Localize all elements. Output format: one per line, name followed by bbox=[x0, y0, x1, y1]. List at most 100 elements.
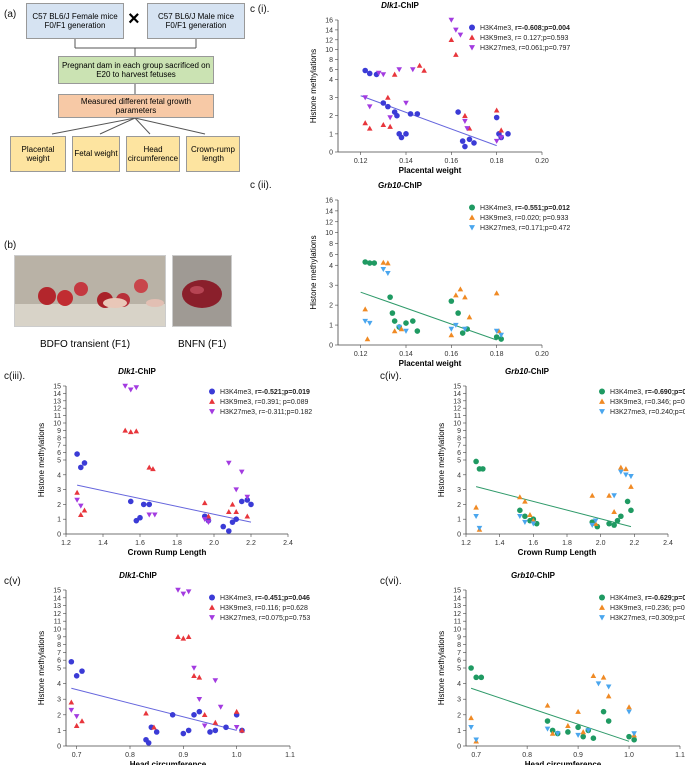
data-point bbox=[493, 328, 500, 334]
data-point bbox=[152, 512, 158, 518]
y-axis-label: Histone methylations bbox=[37, 631, 46, 705]
y-tick-label: 16 bbox=[325, 18, 333, 25]
data-point bbox=[464, 126, 470, 132]
data-point bbox=[151, 724, 157, 730]
chart-cvi: c(vi).Grb10-ChIP01234567891011121314150.… bbox=[380, 571, 685, 765]
data-point bbox=[459, 330, 466, 336]
y-tick-label: 14 bbox=[53, 595, 61, 602]
data-point bbox=[201, 516, 208, 522]
data-point bbox=[366, 125, 373, 131]
panel-label: c(vi). bbox=[380, 576, 402, 587]
data-point bbox=[466, 136, 473, 143]
y-tick-label: 3 bbox=[457, 487, 461, 494]
y-tick-label: 4 bbox=[457, 472, 461, 479]
data-point bbox=[605, 684, 612, 690]
y-tick-label: 4 bbox=[457, 681, 461, 688]
data-point bbox=[196, 696, 203, 702]
data-point bbox=[517, 507, 523, 514]
data-point bbox=[122, 383, 128, 389]
data-point bbox=[457, 286, 464, 292]
legend-entry: H3K4me3, r=-0.629;p=0.003 bbox=[610, 595, 685, 602]
y-tick-label: 2 bbox=[329, 303, 333, 310]
data-point bbox=[544, 718, 551, 724]
y-tick-label: 11 bbox=[454, 413, 461, 420]
param-crown-rump-length: Crown-rump length bbox=[186, 136, 240, 172]
legend-entry: H3K9me3, r=0.116; p=0.628 bbox=[220, 605, 308, 612]
y-tick-label: 11 bbox=[54, 619, 61, 626]
chart-title: Grb10-ChIP bbox=[511, 571, 556, 580]
y-tick-label: 8 bbox=[329, 57, 333, 64]
y-tick-label: 1 bbox=[457, 728, 461, 735]
data-point bbox=[226, 528, 232, 534]
data-point bbox=[212, 727, 219, 734]
y-tick-label: 7 bbox=[57, 443, 61, 450]
y-tick-label: 3 bbox=[57, 697, 61, 704]
schematic-arrows bbox=[51, 39, 206, 135]
legend-entry: H3K9me3, r=0.020; p=0.933 bbox=[480, 215, 568, 222]
data-point bbox=[473, 504, 479, 510]
y-tick-label: 9 bbox=[57, 634, 61, 641]
panel-label: c(iii). bbox=[4, 371, 25, 382]
data-point bbox=[223, 724, 229, 731]
x-tick-label: 2.4 bbox=[663, 540, 673, 547]
legend-marker bbox=[209, 604, 215, 610]
x-tick-label: 1.2 bbox=[461, 540, 471, 547]
data-point bbox=[185, 727, 192, 734]
data-point bbox=[73, 673, 80, 679]
y-tick-label: 1 bbox=[57, 517, 61, 524]
data-point bbox=[143, 710, 149, 716]
legend-marker bbox=[209, 615, 215, 621]
data-point bbox=[517, 514, 523, 520]
data-point bbox=[544, 726, 551, 732]
y-tick-label: 6 bbox=[57, 450, 61, 457]
regression-line bbox=[360, 291, 497, 341]
data-point bbox=[407, 111, 414, 117]
data-point bbox=[238, 498, 245, 505]
data-point bbox=[626, 704, 632, 710]
legend-entry: H3K4me3, r=-0.451;p=0.046 bbox=[220, 595, 310, 602]
caption-bnfn: BNFN (F1) bbox=[178, 339, 227, 350]
y-tick-label: 10 bbox=[325, 230, 333, 237]
chart-title: Dlk1-ChIP bbox=[119, 571, 157, 580]
data-point bbox=[387, 115, 393, 121]
data-point bbox=[527, 511, 533, 517]
data-point bbox=[575, 708, 581, 714]
data-point bbox=[201, 500, 208, 506]
data-point bbox=[468, 715, 474, 721]
data-point bbox=[462, 118, 468, 124]
data-point bbox=[233, 725, 240, 731]
x-tick-label: 1.6 bbox=[135, 540, 145, 547]
data-point bbox=[362, 259, 368, 265]
data-point bbox=[453, 27, 459, 33]
series-h3k9me3 bbox=[362, 37, 504, 133]
cross-symbol: × bbox=[128, 8, 140, 30]
data-point bbox=[631, 736, 637, 743]
y-tick-label: 12 bbox=[453, 611, 461, 618]
data-point bbox=[498, 127, 504, 133]
data-point bbox=[473, 674, 479, 681]
x-tick-label: 2.2 bbox=[629, 540, 639, 547]
data-point bbox=[391, 318, 398, 324]
data-point bbox=[590, 673, 597, 679]
y-tick-label: 5 bbox=[457, 458, 461, 465]
data-point bbox=[366, 70, 373, 77]
regression-line bbox=[470, 687, 630, 742]
series-h3k4me3 bbox=[68, 658, 245, 746]
data-point bbox=[217, 704, 224, 710]
data-point bbox=[471, 140, 477, 146]
data-point bbox=[191, 665, 197, 671]
data-point bbox=[391, 328, 398, 334]
y-tick-label: 4 bbox=[57, 681, 61, 688]
x-tick-label: 2.0 bbox=[596, 540, 606, 547]
legend-marker bbox=[599, 388, 605, 395]
y-tick-label: 7 bbox=[457, 443, 461, 450]
data-point bbox=[68, 658, 75, 665]
y-tick-label: 6 bbox=[57, 658, 61, 665]
x-tick-label: 0.14 bbox=[399, 351, 413, 358]
data-point bbox=[462, 326, 468, 332]
legend-marker bbox=[209, 398, 215, 404]
data-point bbox=[137, 514, 143, 521]
y-tick-label: 8 bbox=[457, 642, 461, 649]
